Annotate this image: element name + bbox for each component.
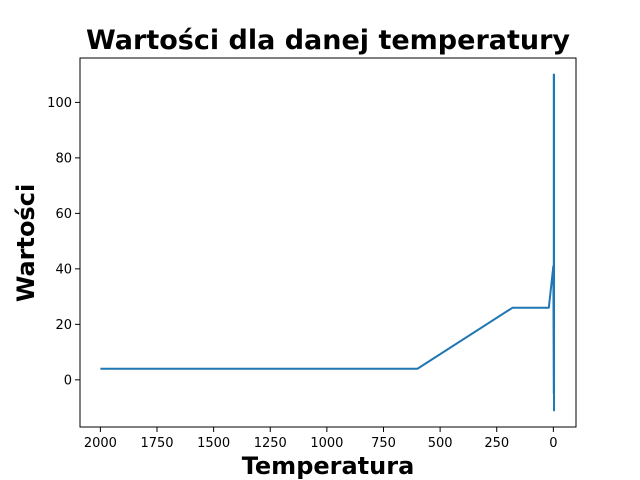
x-tick-label: 1750: [140, 436, 173, 451]
x-tick-label: 500: [428, 436, 453, 451]
y-tick-label: 100: [47, 96, 72, 111]
plot-area: [100, 73, 556, 412]
y-tick-label: 80: [55, 151, 72, 166]
y-axis: 0 20 40 60 80 100: [47, 96, 80, 388]
x-tick-label: 2000: [84, 436, 117, 451]
chart-title: Wartości dla danej temperatury: [86, 25, 570, 56]
x-axis-label: Temperatura: [242, 452, 415, 480]
x-tick-label: 1250: [254, 436, 287, 451]
x-tick-label: 1000: [310, 436, 343, 451]
y-tick-label: 0: [64, 373, 72, 388]
x-axis: 2000 1750 1500 1250 1000 750 500 250 0: [84, 427, 557, 451]
x-tick-label: 250: [484, 436, 509, 451]
x-tick-label: 0: [549, 436, 557, 451]
series-line: [100, 73, 556, 412]
x-tick-label: 1500: [197, 436, 230, 451]
y-tick-label: 20: [55, 318, 72, 333]
x-tick-label: 750: [371, 436, 396, 451]
axes-frame: [79, 57, 577, 428]
y-tick-label: 60: [55, 207, 72, 222]
y-tick-label: 40: [55, 262, 72, 277]
y-axis-label: Wartości: [12, 184, 40, 302]
